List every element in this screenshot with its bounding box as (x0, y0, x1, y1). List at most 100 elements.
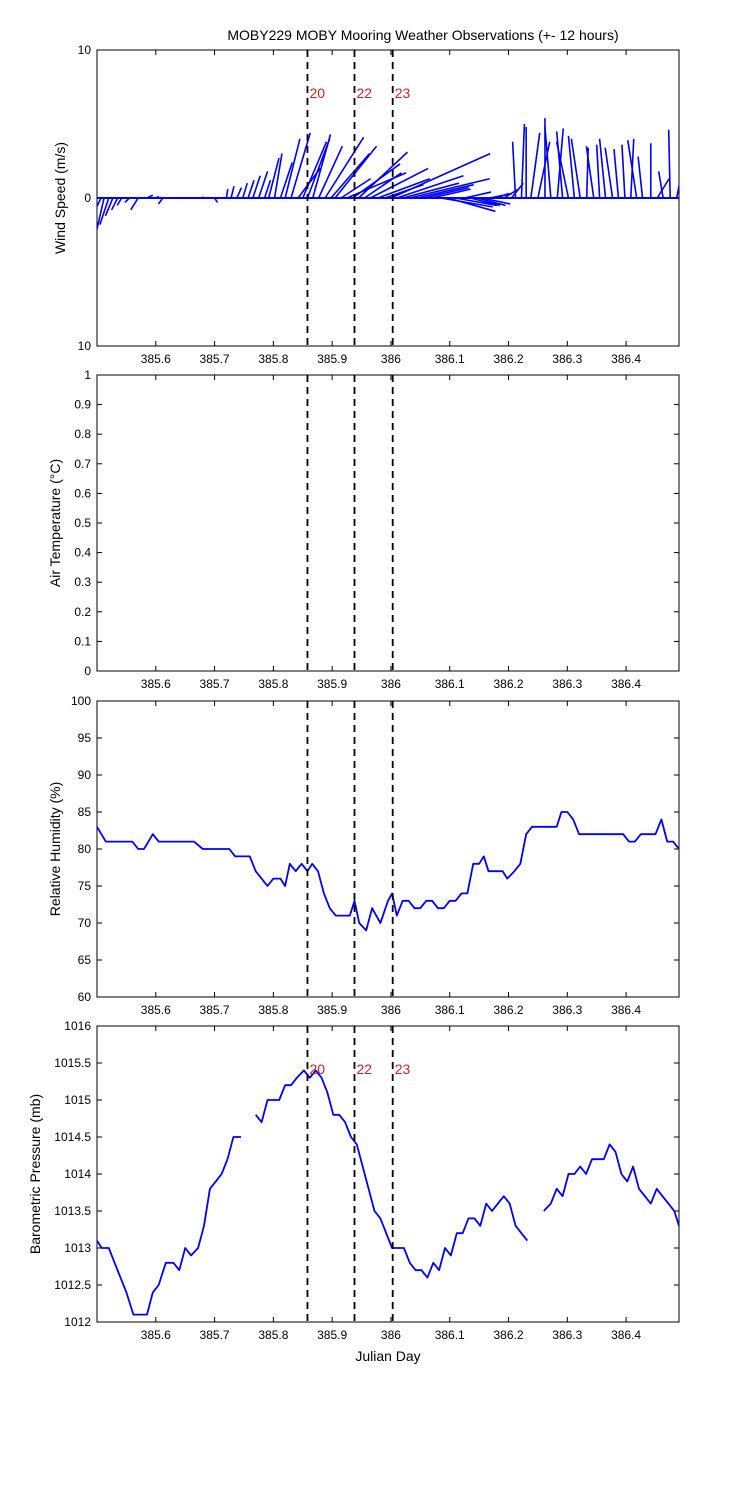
x-tick-label: 385.9 (317, 1328, 347, 1342)
x-tick-label: 385.7 (200, 677, 230, 691)
wind-vector (496, 192, 509, 199)
y-tick-label: 0.5 (74, 516, 91, 530)
x-tick-label: 385.8 (258, 1003, 288, 1017)
wind-vector (396, 175, 464, 199)
marker-label: 20 (309, 1061, 325, 1077)
wind-vector (157, 197, 164, 205)
y-tick-label: 100 (71, 694, 91, 708)
x-tick-label: 385.6 (141, 1328, 171, 1342)
y-tick-label: 0.7 (74, 457, 91, 471)
x-tick-label: 386.3 (552, 352, 582, 366)
y-tick-label: 0.1 (74, 634, 91, 648)
plot-content (97, 811, 679, 932)
marker-label: 22 (356, 85, 372, 101)
x-tick-label: 386.4 (611, 1328, 641, 1342)
y-tick-label: 0.3 (74, 575, 91, 589)
panel-barometric_pressure: 385.6 385.7 385.8 385.9 386 386.1 386.2 386.3 38… (27, 1019, 680, 1364)
x-tick-label: 386.1 (435, 1003, 465, 1017)
x-tick-label: 386.3 (552, 1328, 582, 1342)
x-tick-label: 386.2 (493, 1328, 523, 1342)
wind-vector (230, 185, 235, 199)
wind-vector (97, 197, 105, 231)
y-tick-label: 80 (78, 842, 92, 856)
y-tick-label: 1 (84, 368, 91, 382)
wind-vector (99, 197, 110, 225)
wind-vector (369, 167, 429, 199)
wind-vector (284, 138, 301, 199)
wind-vector (267, 157, 280, 199)
wind-vector (613, 149, 620, 199)
x-tick-label: 385.7 (200, 352, 230, 366)
y-tick-label: 1016 (64, 1019, 91, 1033)
x-tick-label: 385.8 (258, 677, 288, 691)
y-tick-label: 85 (78, 805, 92, 819)
wind-vector (334, 145, 378, 199)
wind-vector (225, 188, 229, 199)
wind-vector (358, 151, 408, 199)
x-tick-label: 385.6 (141, 1003, 171, 1017)
wind-vector (657, 171, 664, 199)
wind-vector (555, 131, 564, 199)
x-tick-label: 385.7 (200, 1328, 230, 1342)
wind-vector (447, 197, 496, 213)
y-tick-label: 0 (84, 664, 91, 678)
wind-vector (555, 141, 570, 199)
wind-vector (656, 178, 670, 199)
wind-vector (279, 162, 294, 199)
wind-vector (213, 197, 219, 203)
marker-label: 23 (395, 1061, 411, 1077)
y-axis-label: Wind Speed (m/s) (52, 142, 68, 254)
y-tick-label: 1013.5 (54, 1204, 91, 1218)
wind-vector (604, 147, 614, 199)
wind-vector (537, 141, 551, 199)
x-tick-label: 385.8 (258, 352, 288, 366)
wind-vector (290, 132, 312, 199)
wind-vector (424, 186, 470, 199)
x-tick-label: 386.3 (552, 677, 582, 691)
wind-vector (570, 138, 582, 199)
plot-area (96, 1025, 680, 1323)
x-tick-label: 386.2 (493, 352, 523, 366)
wind-vector (417, 183, 474, 199)
panel-air_temperature: 385.6 385.7 385.8 385.9 386 386.1 386.2 386.3 38… (47, 368, 680, 691)
wind-vector (567, 135, 576, 199)
y-axis-label: Air Temperature (°C) (47, 459, 63, 587)
data-line (543, 1143, 679, 1227)
y-tick-label: 10 (78, 339, 92, 353)
x-tick-label: 385.7 (200, 1003, 230, 1017)
y-tick-label: 70 (78, 916, 92, 930)
y-tick-label: 1012 (64, 1315, 91, 1329)
y-tick-label: 1012.5 (54, 1278, 91, 1292)
wind-vector (477, 197, 506, 207)
wind-vector (364, 172, 402, 199)
y-tick-label: 1014.5 (54, 1130, 91, 1144)
wind-vector (130, 197, 139, 211)
x-tick-label: 385.9 (317, 677, 347, 691)
wind-vector (464, 191, 492, 199)
y-tick-label: 1015.5 (54, 1056, 91, 1070)
y-tick-label: 1013 (64, 1241, 91, 1255)
y-axis-label: Barometric Pressure (mb) (27, 1094, 43, 1254)
wind-vector (317, 145, 344, 199)
marker-label: 23 (395, 85, 411, 101)
x-tick-label: 385.8 (258, 1328, 288, 1342)
x-tick-label: 386 (381, 1003, 401, 1017)
wind-vector (470, 197, 501, 207)
x-tick-label: 385.6 (141, 352, 171, 366)
x-tick-label: 385.9 (317, 1003, 347, 1017)
y-tick-label: 0.6 (74, 486, 91, 500)
y-tick-label: 60 (78, 990, 92, 1004)
wind-vector (273, 153, 283, 199)
wind-vector (511, 141, 517, 199)
chart-title: MOBY229 MOBY Mooring Weather Observation… (227, 27, 618, 43)
wind-vector (263, 179, 272, 199)
x-tick-label: 385.9 (317, 352, 347, 366)
wind-vector (252, 175, 261, 199)
wind-vector (324, 136, 365, 199)
wind-vector (110, 197, 119, 211)
wind-vector (675, 182, 679, 199)
x-tick-label: 386 (381, 677, 401, 691)
y-tick-label: 0 (84, 191, 91, 205)
wind-vector (637, 156, 644, 199)
